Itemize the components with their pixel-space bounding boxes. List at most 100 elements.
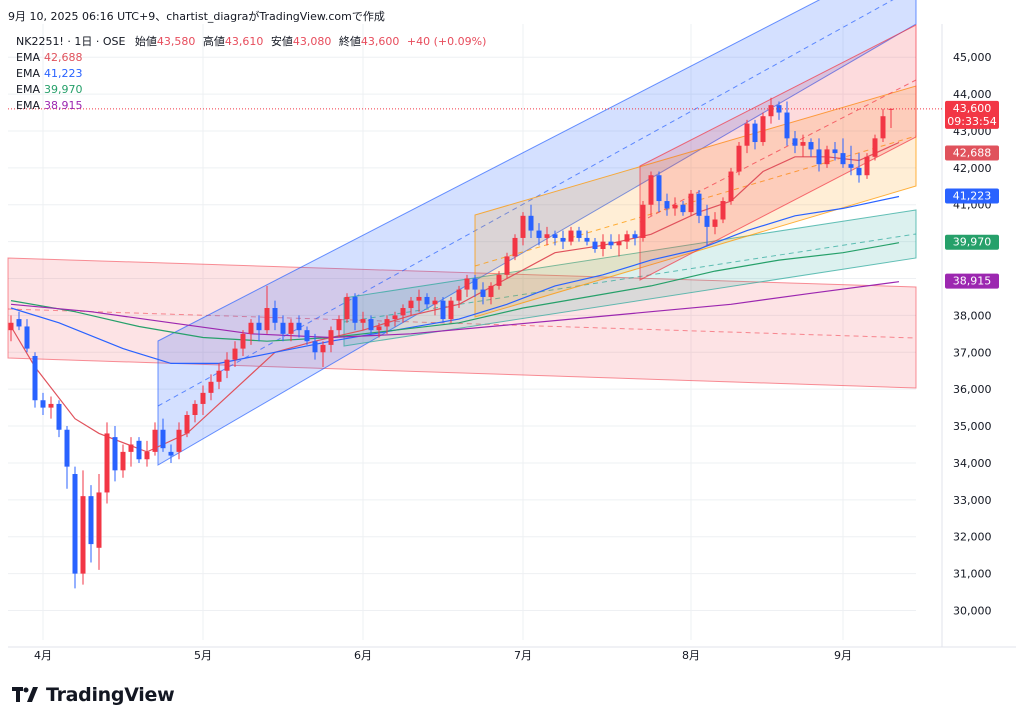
price-tag-value: 41,223 xyxy=(953,190,992,203)
candle xyxy=(680,201,686,216)
candle-body xyxy=(32,355,38,401)
candle xyxy=(408,296,414,316)
candle xyxy=(8,315,14,342)
candle xyxy=(592,237,598,253)
candle-body xyxy=(520,215,526,238)
open-label: 始値 xyxy=(134,35,157,48)
price-tag-bg xyxy=(945,234,999,250)
price-tag: 42,688 xyxy=(945,145,999,161)
tradingview-logo[interactable]: TradingView xyxy=(12,684,175,706)
candle-body xyxy=(368,319,374,331)
candle xyxy=(560,230,566,250)
candle xyxy=(576,226,582,242)
ema-value: 39,970 xyxy=(43,83,83,96)
candle xyxy=(208,374,214,401)
candle xyxy=(280,315,286,342)
candle xyxy=(424,293,430,309)
candle xyxy=(248,319,254,345)
candle xyxy=(344,293,350,323)
price-tag-bg xyxy=(945,100,999,129)
candle-body xyxy=(224,359,230,371)
candle-body xyxy=(496,274,502,286)
candle xyxy=(664,193,670,216)
price-tag: 38,915 xyxy=(945,273,999,289)
candle-body xyxy=(184,414,190,434)
channel-green-midline xyxy=(343,233,917,323)
candle xyxy=(128,437,134,467)
candle xyxy=(288,319,294,342)
candle-body xyxy=(720,201,726,220)
ema-legend-row[interactable]: EMA 38,915 xyxy=(16,98,486,114)
ema-line xyxy=(10,281,900,339)
candle xyxy=(80,470,86,585)
y-tick-label: 31,000 xyxy=(953,568,992,581)
candle-body xyxy=(24,326,30,349)
candle-body xyxy=(728,171,734,202)
candle xyxy=(48,396,54,419)
candle xyxy=(400,304,406,323)
candle-body xyxy=(40,400,46,408)
candle xyxy=(192,400,198,423)
candle-body xyxy=(552,234,558,238)
tradingview-logo-icon xyxy=(12,687,38,702)
x-tick-label: 5月 xyxy=(194,649,212,662)
candle xyxy=(744,119,750,154)
ema-legend-row[interactable]: EMA 41,223 xyxy=(16,66,486,82)
candle xyxy=(832,142,838,161)
symbol-label[interactable]: NK2251! · 1日 · OSE xyxy=(16,35,126,48)
candle-body xyxy=(328,330,334,345)
candle-body xyxy=(536,230,542,238)
ema-legend-row[interactable]: EMA 42,688 xyxy=(16,50,486,66)
candle xyxy=(112,426,118,482)
candle-body xyxy=(680,204,686,213)
candle-body xyxy=(616,241,622,246)
candle xyxy=(872,134,878,161)
candle xyxy=(568,226,574,246)
candle xyxy=(496,271,502,290)
candle-body xyxy=(872,138,878,157)
candle xyxy=(480,282,486,305)
y-tick-label: 33,000 xyxy=(953,494,992,507)
y-tick-label: 37,000 xyxy=(953,346,992,359)
candle xyxy=(544,226,550,246)
candle-body xyxy=(640,204,646,238)
open-value: 43,580 xyxy=(156,35,196,48)
candle-body xyxy=(376,326,382,331)
candle-body xyxy=(296,322,302,331)
candle xyxy=(24,319,30,353)
ema-legend-row[interactable]: EMA 39,970 xyxy=(16,82,486,98)
candle-body xyxy=(96,492,102,548)
candle xyxy=(816,138,822,172)
candle-body xyxy=(120,451,126,471)
high-label: 高値 xyxy=(202,35,225,48)
candle-body xyxy=(304,330,310,342)
candle xyxy=(168,444,174,463)
candle-body xyxy=(336,319,342,331)
candle-body xyxy=(104,433,110,493)
candle-body xyxy=(528,215,534,231)
candle-body xyxy=(744,123,750,146)
candle-body xyxy=(840,153,846,165)
candle-body xyxy=(464,278,470,290)
candle xyxy=(808,138,814,157)
price-tag-value: 42,688 xyxy=(953,146,992,159)
channel-red-wide-midline xyxy=(7,308,917,339)
candle-body xyxy=(280,322,286,334)
y-tick-label: 34,000 xyxy=(953,457,992,470)
candle-body xyxy=(416,296,422,301)
candle-body xyxy=(752,123,758,143)
candle-body xyxy=(792,138,798,146)
candle xyxy=(840,138,846,168)
candle xyxy=(224,352,230,379)
candle-body xyxy=(584,237,590,242)
candle-body xyxy=(648,175,654,205)
change-value: +40 (+0.09%) xyxy=(406,35,487,48)
candle-body xyxy=(168,451,174,456)
ema-value: 38,915 xyxy=(43,99,83,112)
channel-orange-midline xyxy=(474,135,917,267)
candle xyxy=(504,252,510,279)
ema-label: EMA xyxy=(16,99,40,112)
candle-body xyxy=(816,149,822,165)
candle-body xyxy=(248,322,254,334)
